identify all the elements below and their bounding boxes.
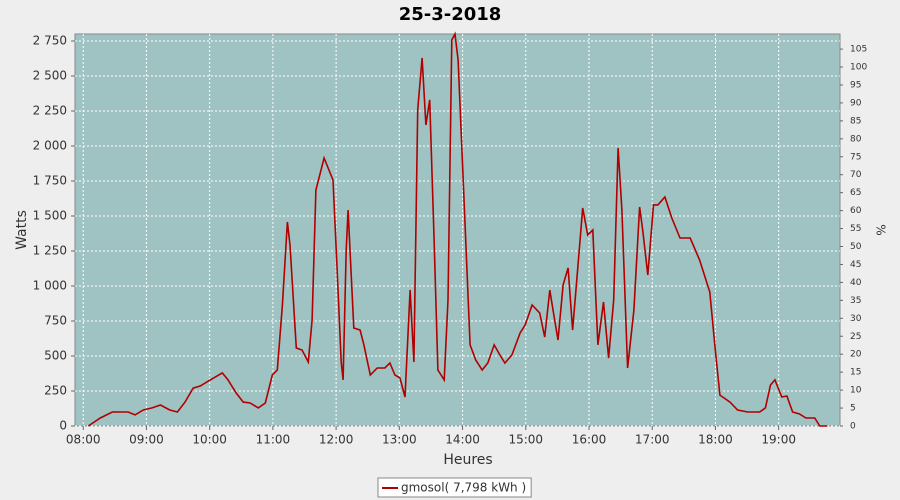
y2-tick-label: 5 [850, 404, 856, 414]
x-tick-label: 13:00 [382, 433, 417, 447]
y2-tick-label: 25 [850, 332, 861, 342]
y2-tick-label: 100 [850, 63, 867, 73]
y2-tick-label: 35 [850, 296, 861, 306]
x-tick-label: 19:00 [761, 433, 796, 447]
legend-label: gmosol( 7,798 kWh ) [401, 481, 526, 495]
y-tick-label: 2 500 [33, 69, 67, 83]
y2-tick-label: 105 [850, 45, 867, 55]
y-axis-label: Watts [14, 210, 30, 250]
y2-tick-label: 55 [850, 224, 861, 234]
y2-tick-label: 10 [850, 386, 862, 396]
chart-title: 25-3-2018 [399, 4, 502, 25]
y2-tick-label: 15 [850, 368, 861, 378]
y2-tick-label: 50 [850, 242, 862, 252]
y2-tick-label: 0 [850, 422, 856, 432]
y-tick-label: 500 [44, 349, 67, 363]
x-tick-label: 14:00 [445, 433, 480, 447]
x-tick-label: 15:00 [508, 433, 543, 447]
y-tick-label: 1 750 [33, 174, 67, 188]
legend: gmosol( 7,798 kWh ) [377, 477, 532, 498]
y2-axis-label: % [874, 224, 888, 235]
y-tick-label: 0 [59, 419, 67, 433]
y2-tick-label: 90 [850, 98, 862, 108]
y2-tick-label: 65 [850, 188, 861, 198]
y2-tick-label: 75 [850, 152, 861, 162]
x-tick-label: 12:00 [319, 433, 354, 447]
y2-tick-label: 40 [850, 278, 862, 288]
x-tick-label: 08:00 [66, 433, 101, 447]
y-tick-label: 750 [44, 314, 67, 328]
y-tick-label: 250 [44, 384, 67, 398]
y2-tick-label: 30 [850, 314, 862, 324]
x-axis-label: Heures [443, 452, 492, 468]
y2-tick-label: 95 [850, 80, 861, 90]
y2-tick-label: 45 [850, 260, 861, 270]
y2-tick-label: 60 [850, 206, 862, 216]
x-tick-label: 09:00 [129, 433, 164, 447]
y-tick-label: 1 000 [33, 279, 67, 293]
x-tick-label: 17:00 [635, 433, 670, 447]
x-tick-label: 10:00 [192, 433, 227, 447]
y-tick-label: 2 750 [33, 34, 67, 48]
plot-area [74, 33, 841, 427]
y2-tick-label: 70 [850, 170, 862, 180]
y2-tick-label: 80 [850, 134, 862, 144]
x-tick-label: 18:00 [698, 433, 733, 447]
y-tick-label: 1 500 [33, 209, 67, 223]
y2-tick-label: 20 [850, 350, 862, 360]
legend-box [377, 477, 532, 498]
line-series [87, 31, 828, 427]
y-tick-label: 2 250 [33, 104, 67, 118]
x-tick-label: 11:00 [256, 433, 291, 447]
y-tick-label: 2 000 [33, 139, 67, 153]
y2-tick-label: 85 [850, 116, 861, 126]
x-tick-label: 16:00 [572, 433, 607, 447]
y-tick-label: 1 250 [33, 244, 67, 258]
